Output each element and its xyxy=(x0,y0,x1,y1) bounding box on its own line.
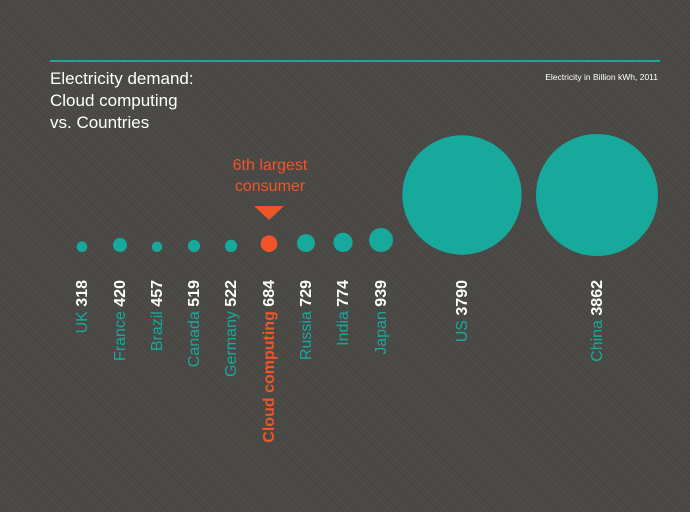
title-line: Cloud computing xyxy=(50,91,178,110)
chart-title: Electricity demand: Cloud computing vs. … xyxy=(50,68,310,134)
category-label: Canada xyxy=(186,307,203,368)
data-label: Japan 939 xyxy=(373,280,390,355)
value-label: 729 xyxy=(298,280,315,307)
value-label: 774 xyxy=(335,280,352,307)
bubble-canada xyxy=(187,239,201,253)
value-label: 318 xyxy=(74,280,91,307)
top-divider xyxy=(50,60,660,62)
bubble-brazil xyxy=(151,241,163,252)
bubble-uk xyxy=(76,241,88,252)
category-label: Cloud computing xyxy=(261,307,278,443)
category-label: France xyxy=(112,307,129,361)
bubble-france xyxy=(113,238,127,252)
category-label: Germany xyxy=(223,307,240,377)
bubble-japan xyxy=(369,228,393,253)
data-label: US 3790 xyxy=(454,280,471,342)
value-label: 939 xyxy=(373,280,390,307)
data-label: Russia 729 xyxy=(298,280,315,360)
value-label: 3790 xyxy=(454,280,471,316)
title-line: vs. Countries xyxy=(50,113,150,132)
category-label: Russia xyxy=(298,307,315,360)
data-label: China 3862 xyxy=(589,280,606,362)
data-label: Germany 522 xyxy=(223,280,240,377)
callout-arrow-icon xyxy=(254,206,284,220)
category-label: US xyxy=(454,316,471,343)
value-label: 3862 xyxy=(589,280,606,316)
value-label: 420 xyxy=(112,280,129,307)
category-label: India xyxy=(335,307,352,346)
category-label: UK xyxy=(74,307,91,334)
data-label: UK 318 xyxy=(74,280,91,333)
bubble-india xyxy=(333,232,353,253)
data-label: India 774 xyxy=(335,280,352,346)
callout-line: 6th largest xyxy=(232,157,308,174)
bubble-us xyxy=(402,135,522,255)
value-label: 457 xyxy=(149,280,166,307)
data-label: France 420 xyxy=(112,280,129,361)
callout-line: consumer xyxy=(234,178,306,195)
value-label: 684 xyxy=(261,280,278,307)
title-line: Electricity demand: xyxy=(50,69,194,88)
value-label: 522 xyxy=(223,280,240,307)
category-label: China xyxy=(589,316,606,362)
bubble-germany xyxy=(224,239,238,253)
category-label: Japan xyxy=(373,307,390,355)
category-label: Brazil xyxy=(149,307,166,351)
data-label: Canada 519 xyxy=(186,280,203,367)
data-label: Brazil 457 xyxy=(149,280,166,351)
highlight-callout: 6th largest consumer xyxy=(200,155,340,197)
bubble-cloud-computing xyxy=(260,235,278,252)
value-label: 519 xyxy=(186,280,203,307)
bubble-china xyxy=(536,134,658,256)
unit-note: Electricity in Billion kWh, 2011 xyxy=(545,72,658,82)
data-label: Cloud computing 684 xyxy=(261,280,278,443)
bubble-russia xyxy=(297,234,315,253)
